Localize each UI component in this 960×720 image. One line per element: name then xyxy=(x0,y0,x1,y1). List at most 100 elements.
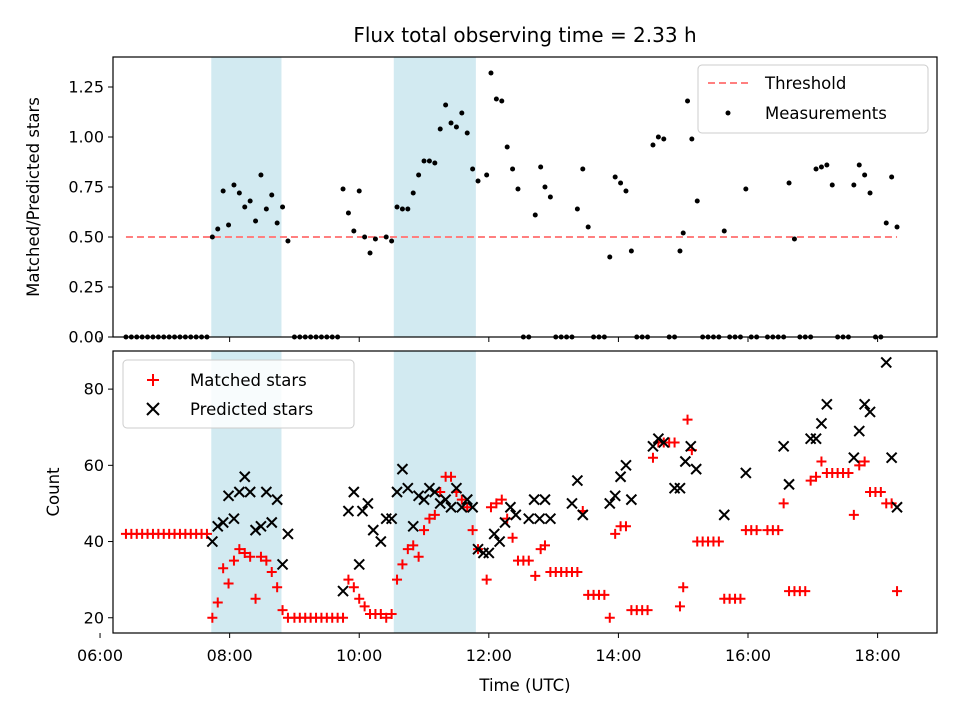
matched-star-142 xyxy=(892,586,903,597)
top-y-tick-label-0: 0.00 xyxy=(68,328,104,347)
matched-star-47 xyxy=(375,608,386,619)
measurement-point-68 xyxy=(499,98,505,104)
legend-predicted-label: Predicted stars xyxy=(190,400,313,419)
predicted-star-1 xyxy=(212,520,224,533)
top-y-tick-label-3: 0.75 xyxy=(68,178,104,197)
matched-star-128 xyxy=(816,456,827,467)
matched-star-92 xyxy=(620,521,631,532)
predicted-star-49 xyxy=(528,493,540,506)
measurement-point-70 xyxy=(510,166,516,172)
predicted-star-19 xyxy=(356,505,369,517)
legend-measurements-label: Measurements xyxy=(765,104,887,123)
top-shaded-intervals xyxy=(211,57,476,337)
measurement-point-43 xyxy=(356,188,362,194)
bottom-x-tick-label-3: 12:00 xyxy=(466,646,512,665)
matched-star-27 xyxy=(266,567,277,578)
measurement-point-52 xyxy=(410,190,416,196)
matched-star-22 xyxy=(239,547,250,558)
predicted-star-71 xyxy=(777,440,790,452)
predicted-star-12 xyxy=(271,493,283,506)
matched-star-120 xyxy=(773,525,784,536)
measurement-point-44 xyxy=(362,234,368,240)
count-panel: 20 40 60 80 06:00 08:00 10:00 12:00 14:00 16:00 1… xyxy=(44,350,938,695)
legend-measurements-swatch xyxy=(725,110,731,116)
measurement-point-53 xyxy=(416,172,422,178)
matched-star-55 xyxy=(419,525,430,536)
predicted-star-60 xyxy=(625,493,638,506)
matched-star-21 xyxy=(234,544,245,555)
matched-star-53 xyxy=(408,540,419,551)
matched-star-67 xyxy=(485,502,496,513)
predicted-star-66 xyxy=(679,455,692,468)
measurement-point-133 xyxy=(851,182,857,188)
measurement-point-122 xyxy=(791,236,797,242)
measurement-point-129 xyxy=(829,182,835,188)
predicted-star-11 xyxy=(266,516,278,529)
predicted-star-38 xyxy=(461,493,473,506)
measurement-point-19 xyxy=(226,222,232,228)
predicted-star-70 xyxy=(740,467,752,479)
matched-star-117 xyxy=(751,525,762,536)
measurement-point-135 xyxy=(862,172,868,178)
predicted-star-55 xyxy=(577,509,589,521)
predicted-star-32 xyxy=(429,486,441,498)
measurement-point-22 xyxy=(242,204,248,210)
predicted-star-50 xyxy=(533,512,546,525)
measurement-point-136 xyxy=(867,190,873,196)
matched-star-66 xyxy=(481,574,492,585)
measurement-point-134 xyxy=(856,162,862,168)
predicted-star-34 xyxy=(439,493,452,506)
matched-star-41 xyxy=(343,574,354,585)
ratio-panel: 0.00 0.25 0.50 0.75 1.00 1.25 Flux total obse… xyxy=(24,23,938,347)
matched-star-69 xyxy=(496,494,507,505)
measurement-point-139 xyxy=(883,220,889,226)
measurement-point-16 xyxy=(209,234,215,240)
matched-star-62 xyxy=(456,494,467,505)
measurement-point-69 xyxy=(504,144,510,150)
measurement-point-63 xyxy=(470,166,476,172)
predicted-star-2 xyxy=(217,516,229,529)
predicted-star-8 xyxy=(249,524,262,536)
matched-star-52 xyxy=(402,544,413,555)
measurement-point-91 xyxy=(623,188,629,194)
measurement-point-89 xyxy=(612,174,618,180)
predicted-star-36 xyxy=(450,482,463,494)
bottom-y-tick-label-2: 60 xyxy=(84,456,104,475)
predicted-star-10 xyxy=(260,486,273,498)
measurement-point-104 xyxy=(689,136,695,142)
predicted-star-77 xyxy=(848,451,860,464)
bottom-x-tick-label-4: 14:00 xyxy=(595,646,641,665)
predicted-star-53 xyxy=(566,497,578,510)
predicted-star-37 xyxy=(456,501,468,513)
measurement-point-17 xyxy=(215,226,221,232)
matched-star-16 xyxy=(207,612,218,623)
matched-star-141 xyxy=(886,498,897,509)
measurement-point-24 xyxy=(253,218,259,224)
predicted-star-13 xyxy=(276,558,289,571)
predicted-star-80 xyxy=(864,406,876,418)
predicted-star-46 xyxy=(504,501,517,513)
matched-star-63 xyxy=(462,502,473,513)
predicted-star-72 xyxy=(783,478,795,491)
top-y-tick-label-1: 0.25 xyxy=(68,278,104,297)
top-legend-box xyxy=(697,64,929,134)
predicted-star-23 xyxy=(380,512,392,525)
predicted-star-22 xyxy=(375,535,387,548)
predicted-star-16 xyxy=(342,505,355,517)
predicted-star-41 xyxy=(477,547,490,559)
measurement-point-64 xyxy=(475,178,481,184)
matched-star-25 xyxy=(255,551,266,562)
predicted-star-17 xyxy=(348,486,360,498)
measurement-point-126 xyxy=(813,166,819,172)
predicted-star-58 xyxy=(614,471,627,483)
predicted-star-9 xyxy=(255,520,267,533)
legend-matched-swatch xyxy=(147,374,159,386)
measurement-point-128 xyxy=(824,162,830,168)
matched-star-134 xyxy=(848,509,859,520)
predicted-star-67 xyxy=(685,440,697,452)
bottom-x-tick-label-0: 06:00 xyxy=(77,646,123,665)
chart-title: Flux total observing time = 2.33 h xyxy=(353,23,696,47)
matched-star-64 xyxy=(467,525,478,536)
matched-star-136 xyxy=(859,456,870,467)
predicted-star-3 xyxy=(222,490,235,502)
